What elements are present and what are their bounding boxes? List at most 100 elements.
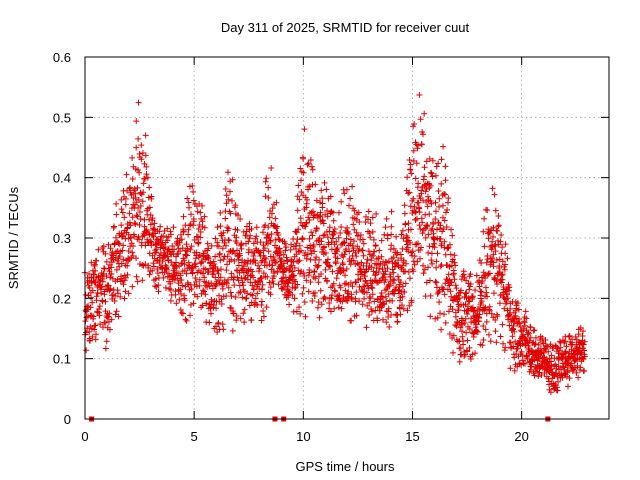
data-point (388, 208, 395, 215)
data-point (99, 324, 106, 331)
data-point (119, 209, 126, 216)
data-point (427, 182, 434, 189)
data-point (428, 200, 435, 207)
data-point (126, 185, 133, 192)
data-point (426, 211, 433, 218)
data-point (224, 261, 231, 268)
data-point (196, 282, 203, 289)
data-point (378, 290, 385, 297)
data-point (317, 209, 324, 216)
data-point (237, 315, 244, 322)
data-point (229, 176, 236, 183)
data-point (170, 224, 177, 231)
data-point (350, 257, 357, 264)
data-point (133, 118, 140, 125)
data-point (103, 258, 110, 265)
data-point (507, 339, 514, 346)
data-point (361, 283, 368, 290)
data-point (319, 200, 326, 207)
data-point (516, 316, 523, 323)
data-point (265, 224, 272, 231)
data-point (518, 348, 525, 355)
data-point (411, 203, 418, 210)
data-point (490, 263, 497, 270)
data-point (210, 268, 217, 275)
data-point (182, 316, 189, 323)
data-point (272, 259, 279, 266)
data-point (398, 302, 405, 309)
data-point (305, 288, 312, 295)
data-point (224, 253, 231, 260)
data-point (394, 318, 401, 325)
data-point (310, 241, 317, 248)
data-point (185, 199, 192, 206)
data-point (340, 238, 347, 245)
data-point (121, 295, 128, 302)
data-point (366, 312, 373, 319)
data-point (133, 255, 140, 262)
data-point (197, 234, 204, 241)
data-point (253, 224, 260, 231)
data-point (432, 215, 439, 222)
data-point (259, 281, 266, 288)
data-point (522, 360, 529, 367)
data-point (223, 280, 230, 287)
data-point (487, 338, 494, 345)
data-point (114, 257, 121, 264)
data-point (448, 279, 455, 286)
data-point (241, 306, 248, 313)
data-point (564, 383, 571, 390)
data-point (495, 213, 502, 220)
data-point (119, 247, 126, 254)
data-point (178, 291, 185, 298)
data-point (466, 326, 473, 333)
data-point (499, 321, 506, 328)
data-point (348, 317, 355, 324)
data-point (521, 314, 528, 321)
data-point (153, 249, 160, 256)
data-point (399, 293, 406, 300)
data-point (308, 247, 315, 254)
data-point (350, 238, 357, 245)
data-point (329, 209, 336, 216)
data-point (229, 327, 236, 334)
data-point (296, 242, 303, 249)
data-point (302, 313, 309, 320)
data-point (199, 218, 206, 225)
data-point (405, 220, 412, 227)
data-point (304, 161, 311, 168)
data-point (214, 224, 221, 231)
data-point (234, 247, 241, 254)
data-point (329, 235, 336, 242)
data-point (300, 284, 307, 291)
data-point (406, 189, 413, 196)
data-point (496, 300, 503, 307)
data-point (378, 237, 385, 244)
data-point (515, 306, 522, 313)
data-point (100, 243, 107, 250)
data-point (261, 259, 268, 266)
data-point (190, 216, 197, 223)
data-point (559, 374, 566, 381)
data-point (177, 306, 184, 313)
data-point (514, 300, 521, 307)
data-point (148, 239, 155, 246)
data-point (352, 298, 359, 305)
data-point (563, 343, 570, 350)
data-point (483, 289, 490, 296)
data-point (201, 288, 208, 295)
data-point (373, 211, 380, 218)
data-point (82, 329, 89, 336)
data-point (401, 289, 408, 296)
data-point (116, 263, 123, 270)
data-point (530, 327, 537, 334)
data-point (402, 268, 409, 275)
data-point (200, 253, 207, 260)
data-point (382, 224, 389, 231)
data-point (304, 196, 311, 203)
data-point (194, 293, 201, 300)
data-point (208, 242, 215, 249)
data-point (128, 192, 135, 199)
data-point (328, 208, 335, 215)
